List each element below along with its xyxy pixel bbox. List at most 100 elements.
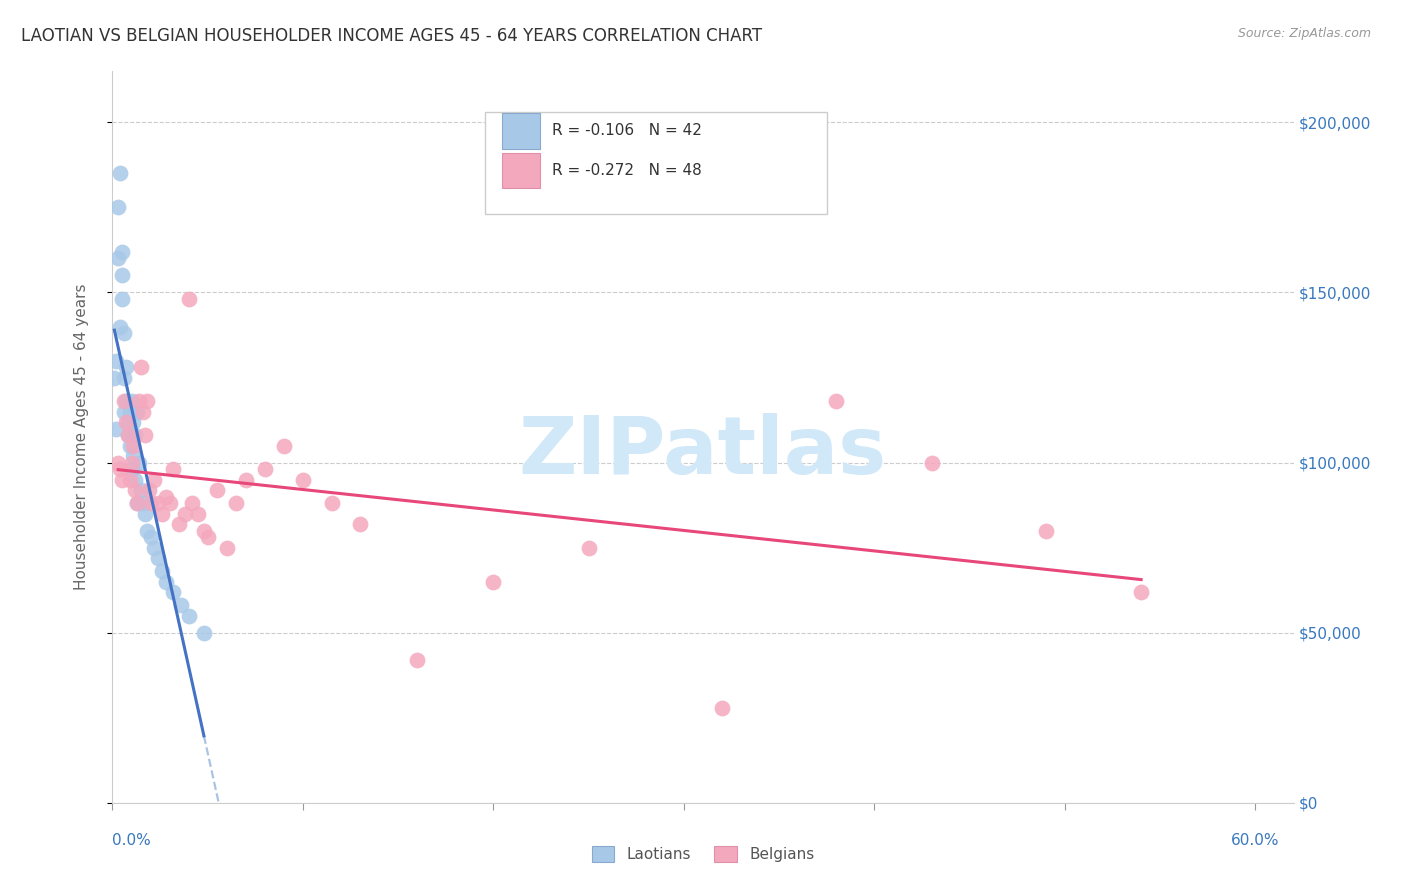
- Point: [253, 462, 276, 476]
- Point: [207, 483, 229, 497]
- Point: [193, 625, 215, 640]
- Point: [349, 516, 371, 531]
- Point: [121, 394, 143, 409]
- Point: [1130, 585, 1153, 599]
- Point: [117, 415, 139, 429]
- Point: [128, 394, 150, 409]
- Point: [1035, 524, 1057, 538]
- Point: [162, 462, 184, 476]
- Point: [148, 550, 170, 565]
- Point: [128, 456, 150, 470]
- Point: [482, 574, 505, 589]
- Point: [121, 428, 143, 442]
- Point: [108, 166, 131, 180]
- Point: [105, 353, 128, 368]
- Point: [132, 496, 155, 510]
- Point: [167, 516, 190, 531]
- Point: [711, 700, 734, 714]
- Point: [155, 490, 177, 504]
- Point: [121, 456, 143, 470]
- Point: [181, 496, 204, 510]
- Point: [155, 574, 177, 589]
- Point: [127, 404, 149, 418]
- FancyBboxPatch shape: [502, 153, 540, 188]
- Point: [215, 541, 238, 555]
- Point: [825, 394, 848, 409]
- Text: Source: ZipAtlas.com: Source: ZipAtlas.com: [1237, 27, 1371, 40]
- Point: [170, 599, 193, 613]
- Point: [177, 293, 200, 307]
- Point: [111, 244, 134, 259]
- Point: [124, 473, 146, 487]
- Point: [187, 507, 209, 521]
- Point: [139, 531, 162, 545]
- Point: [273, 439, 295, 453]
- Point: [150, 565, 173, 579]
- Point: [107, 201, 129, 215]
- Point: [124, 483, 146, 497]
- Y-axis label: Householder Income Ages 45 - 64 years: Householder Income Ages 45 - 64 years: [75, 284, 89, 591]
- Point: [225, 496, 247, 510]
- Point: [173, 507, 195, 521]
- Point: [114, 415, 136, 429]
- Point: [127, 496, 149, 510]
- Point: [117, 428, 139, 442]
- Point: [127, 496, 149, 510]
- Point: [112, 394, 135, 409]
- Point: [193, 524, 215, 538]
- Point: [111, 473, 134, 487]
- Text: 0.0%: 0.0%: [112, 833, 152, 848]
- Text: LAOTIAN VS BELGIAN HOUSEHOLDER INCOME AGES 45 - 64 YEARS CORRELATION CHART: LAOTIAN VS BELGIAN HOUSEHOLDER INCOME AG…: [21, 27, 762, 45]
- Point: [111, 268, 134, 283]
- Point: [112, 370, 135, 384]
- Point: [129, 483, 152, 497]
- Point: [118, 473, 141, 487]
- Legend: Laotians, Belgians: Laotians, Belgians: [585, 840, 821, 868]
- Point: [177, 608, 200, 623]
- Text: ZIPatlas: ZIPatlas: [519, 413, 887, 491]
- Point: [118, 404, 141, 418]
- Text: R = -0.272   N = 48: R = -0.272 N = 48: [551, 163, 702, 178]
- Point: [143, 473, 166, 487]
- Point: [118, 439, 141, 453]
- Point: [235, 473, 257, 487]
- Point: [138, 483, 160, 497]
- Point: [159, 496, 181, 510]
- Point: [122, 415, 145, 429]
- Point: [107, 456, 129, 470]
- Point: [114, 360, 136, 375]
- Point: [129, 360, 152, 375]
- FancyBboxPatch shape: [502, 113, 540, 149]
- Point: [162, 585, 184, 599]
- Point: [105, 421, 128, 435]
- Point: [122, 439, 145, 453]
- Point: [135, 524, 157, 538]
- Point: [112, 404, 135, 418]
- Point: [135, 394, 157, 409]
- Point: [150, 507, 173, 521]
- Point: [321, 496, 343, 510]
- Point: [921, 456, 943, 470]
- Point: [121, 462, 143, 476]
- Point: [108, 462, 131, 476]
- Point: [578, 541, 600, 555]
- Point: [132, 404, 155, 418]
- Point: [406, 653, 429, 667]
- Point: [197, 531, 219, 545]
- Point: [134, 507, 156, 521]
- Point: [111, 293, 134, 307]
- Point: [122, 449, 145, 463]
- Text: 60.0%: 60.0%: [1232, 833, 1279, 848]
- Point: [134, 428, 156, 442]
- Text: R = -0.106   N = 42: R = -0.106 N = 42: [551, 123, 702, 138]
- Point: [103, 370, 125, 384]
- Point: [124, 428, 146, 442]
- Point: [291, 473, 314, 487]
- Point: [107, 252, 129, 266]
- Point: [112, 326, 135, 341]
- Point: [139, 496, 162, 510]
- Point: [117, 428, 139, 442]
- Point: [108, 319, 131, 334]
- Point: [148, 496, 170, 510]
- Point: [143, 541, 166, 555]
